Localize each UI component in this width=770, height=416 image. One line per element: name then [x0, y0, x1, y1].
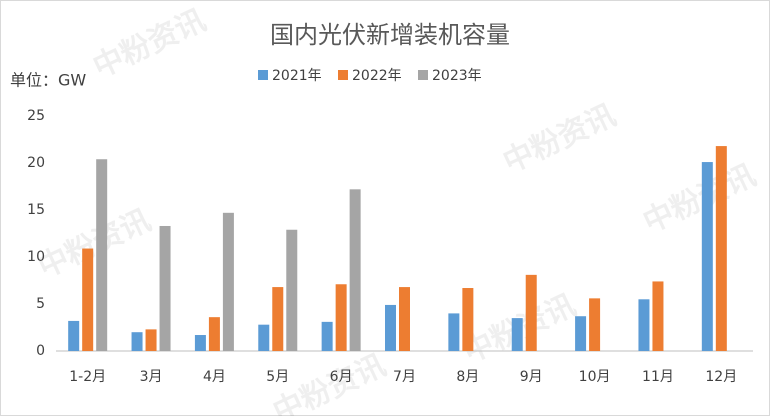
bar — [145, 329, 157, 351]
bar — [96, 159, 108, 351]
bar — [589, 298, 601, 351]
bar — [208, 317, 220, 351]
bar — [194, 335, 206, 351]
bar — [715, 146, 727, 351]
legend-label: 2021年 — [272, 68, 322, 84]
bar — [286, 229, 298, 351]
bar — [385, 304, 396, 351]
x-tick-label: 7月 — [393, 369, 416, 385]
bar — [258, 324, 270, 351]
legend-swatch — [418, 70, 428, 80]
bar — [222, 212, 234, 351]
legend-swatch — [338, 70, 348, 80]
bar — [131, 332, 143, 351]
x-tick-label: 4月 — [203, 369, 226, 385]
bar — [82, 248, 94, 351]
y-unit: 单位：GW — [10, 71, 86, 90]
x-tick-label: 6月 — [330, 369, 353, 385]
y-tick-label: 15 — [27, 202, 45, 218]
bar — [701, 162, 713, 351]
y-tick-label: 5 — [36, 296, 45, 312]
x-tick-label: 9月 — [520, 369, 543, 385]
bar — [575, 316, 587, 351]
chart-title: 国内光伏新增装机容量 — [270, 21, 510, 49]
x-tick-label: 1-2月 — [69, 369, 106, 385]
bar — [652, 281, 664, 351]
x-tick-label: 3月 — [140, 369, 163, 385]
bar — [349, 189, 361, 351]
y-tick-label: 20 — [27, 155, 45, 171]
x-tick-label: 8月 — [456, 369, 479, 385]
bar — [511, 318, 523, 351]
bar — [638, 299, 650, 351]
x-tick-label: 5月 — [266, 369, 289, 385]
y-tick-label: 10 — [27, 249, 45, 265]
y-tick-label: 25 — [27, 108, 45, 124]
legend-label: 2022年 — [352, 68, 402, 84]
legend-swatch — [258, 70, 268, 80]
x-tick-label: 10月 — [579, 369, 611, 385]
bar — [525, 274, 537, 351]
x-tick-label: 12月 — [705, 369, 737, 385]
bar — [68, 320, 80, 351]
bar — [399, 287, 410, 351]
bar — [272, 287, 284, 351]
bar — [159, 225, 171, 351]
y-tick-label: 0 — [36, 343, 45, 359]
x-tick-label: 11月 — [642, 369, 674, 385]
bar — [462, 288, 474, 351]
legend-label: 2023年 — [432, 68, 482, 84]
bar — [448, 313, 460, 351]
bar — [321, 321, 333, 351]
bar — [335, 284, 347, 351]
